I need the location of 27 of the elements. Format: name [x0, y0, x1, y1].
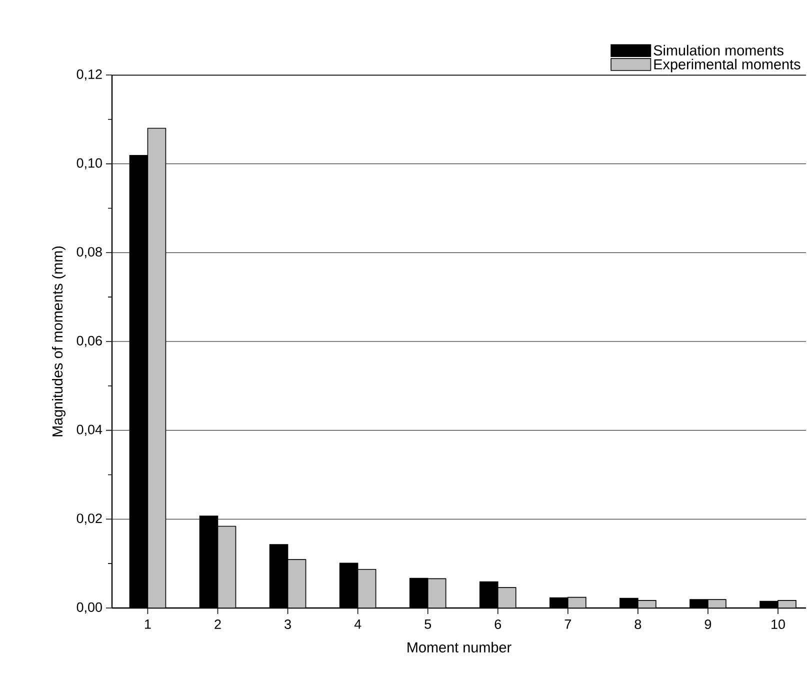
- y-tick-label: 0,04: [76, 424, 102, 436]
- y-tick-label: 0,06: [76, 336, 102, 348]
- x-tick-label: 3: [284, 620, 291, 630]
- y-tick-label: 0,08: [76, 247, 102, 258]
- y-axis-title: Magnitudes of moments (mm): [52, 246, 66, 436]
- x-tick-label: 9: [704, 620, 712, 630]
- bar: [427, 578, 446, 608]
- x-tick-label: 5: [424, 620, 432, 629]
- x-tick-label: 10: [772, 620, 785, 630]
- x-tick-label: 7: [564, 620, 571, 629]
- legend-label: Simulation moments: [654, 44, 784, 56]
- y-tick-label: 0,00: [76, 602, 102, 614]
- bar: [147, 128, 166, 608]
- x-axis-title: Moment number: [408, 642, 512, 652]
- bar: [287, 559, 306, 608]
- x-tick-label: 1: [145, 620, 151, 629]
- legend-label: Experimental moments: [654, 58, 800, 72]
- x-tick-label: 4: [354, 620, 362, 629]
- y-tick-label: 0,12: [76, 69, 102, 81]
- y-tick-label: 0,02: [76, 514, 102, 525]
- bar: [497, 587, 516, 608]
- x-tick-label: 2: [214, 620, 221, 629]
- bar: [217, 526, 236, 608]
- bar: [357, 568, 376, 608]
- x-tick-label: 6: [494, 620, 502, 630]
- x-tick-label: 8: [634, 620, 642, 630]
- y-tick-label: 0,10: [76, 158, 102, 170]
